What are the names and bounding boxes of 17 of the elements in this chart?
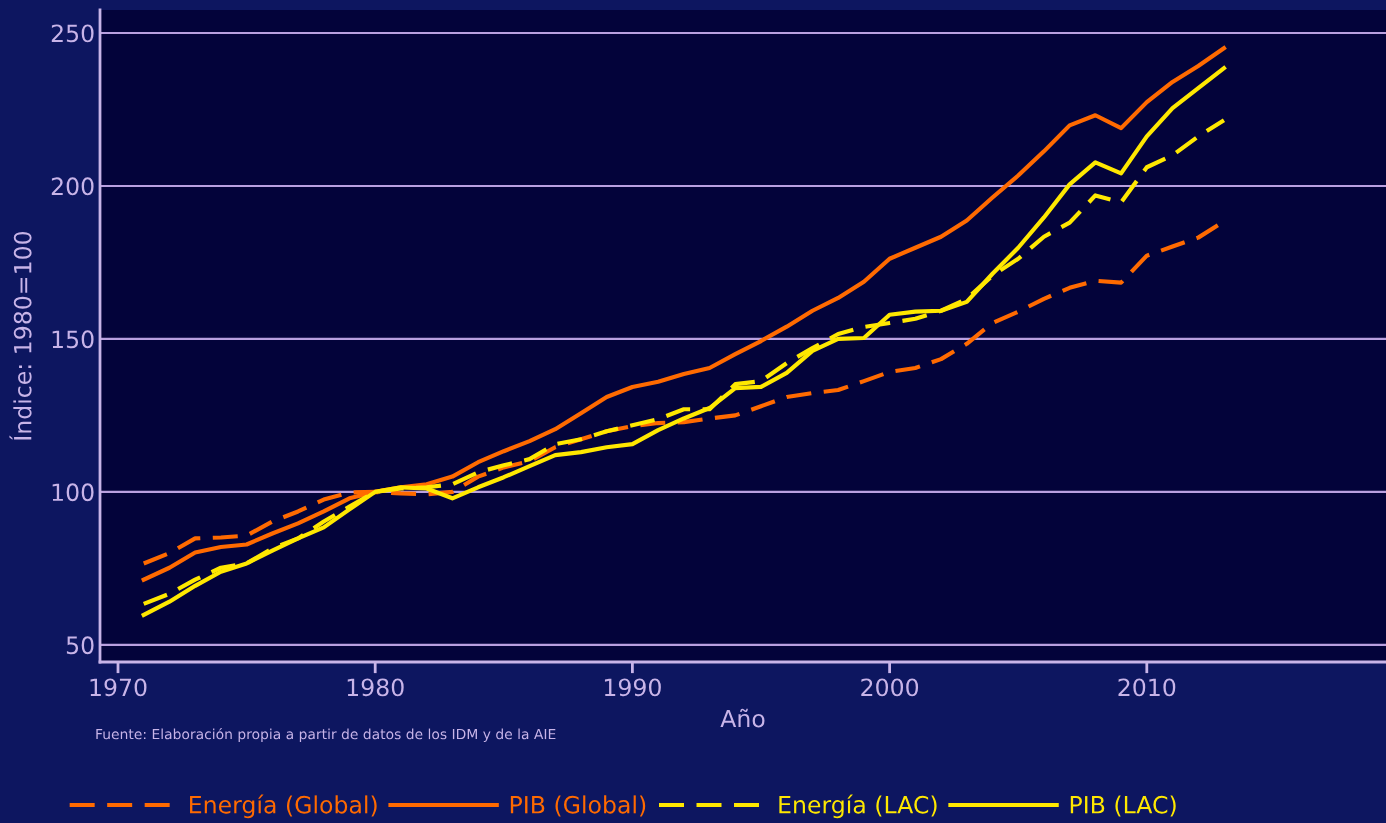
x-tick-label: 2000 bbox=[861, 678, 919, 697]
x-tick-label: 1990 bbox=[604, 678, 661, 697]
y-tick-label: 200 bbox=[51, 177, 94, 196]
source-note: Fuente: Elaboración propia a partir de datos de los IDM y de la AIE bbox=[96, 728, 556, 742]
x-axis-title: Año bbox=[720, 708, 765, 728]
x-tick-label: 2010 bbox=[1118, 678, 1176, 697]
legend-label: PIB (LAC) bbox=[1070, 795, 1176, 817]
y-axis-title: Índice: 1980=100 bbox=[9, 231, 32, 440]
y-tick-label: 50 bbox=[66, 636, 94, 655]
x-tick-label: 1980 bbox=[347, 678, 404, 697]
x-tick-label: 1970 bbox=[90, 678, 147, 697]
legend-label: Energía (LAC) bbox=[779, 794, 937, 819]
y-tick-label: 250 bbox=[51, 24, 94, 43]
y-tick-label: 150 bbox=[52, 330, 94, 349]
legend-label: Energía (Global) bbox=[190, 794, 377, 819]
legend-label: PIB (Global) bbox=[510, 795, 646, 817]
y-tick-label: 100 bbox=[52, 483, 94, 502]
